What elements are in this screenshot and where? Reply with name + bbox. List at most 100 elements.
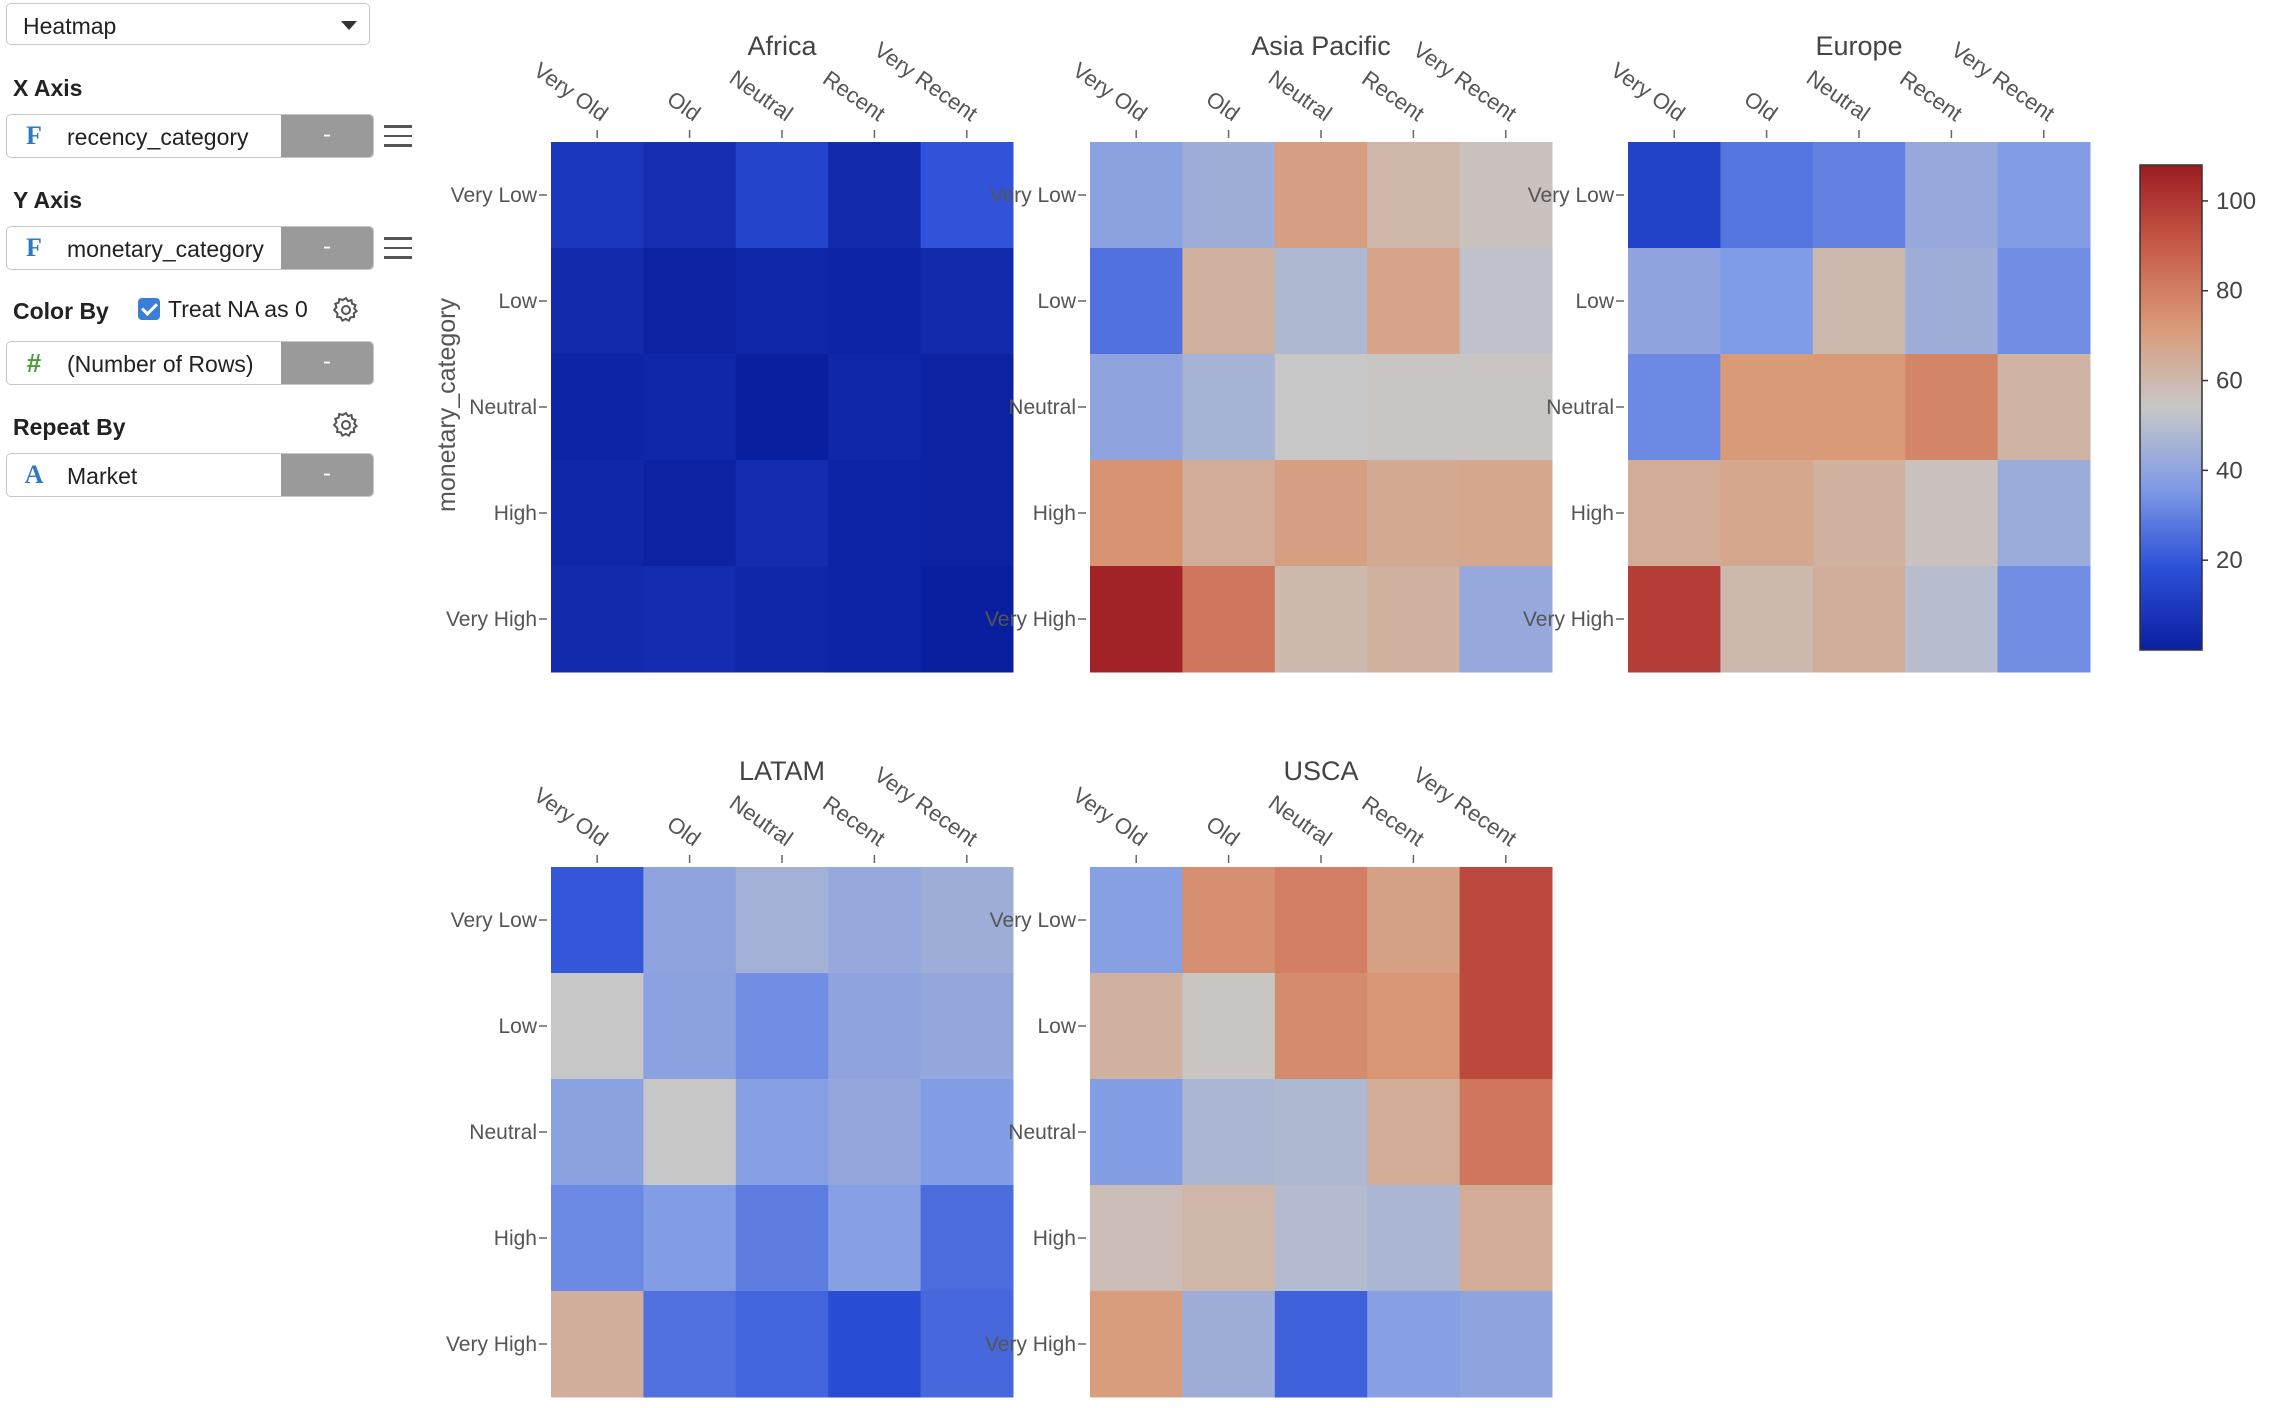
heatmap-cell[interactable] (735, 354, 829, 461)
heatmap-cell[interactable] (1905, 354, 1999, 461)
heatmap-cell[interactable] (1274, 973, 1368, 1080)
remove-repeat-by-button[interactable]: - (281, 454, 373, 496)
heatmap-cell[interactable] (920, 1079, 1014, 1186)
heatmap-cell[interactable] (828, 354, 922, 461)
repeat-by-gear-icon[interactable] (331, 410, 361, 440)
heatmap-cell[interactable] (1367, 142, 1461, 249)
heatmap-cell[interactable] (1182, 973, 1276, 1080)
heatmap-cell[interactable] (1905, 142, 1999, 249)
heatmap-cell[interactable] (551, 566, 644, 673)
heatmap-cell[interactable] (1459, 566, 1553, 673)
heatmap-cell[interactable] (1720, 354, 1814, 461)
heatmap-cell[interactable] (920, 142, 1014, 249)
heatmap-cell[interactable] (1459, 1185, 1553, 1292)
heatmap-cell[interactable] (1459, 248, 1553, 355)
heatmap-cell[interactable] (1812, 460, 1906, 567)
heatmap-cell[interactable] (1274, 354, 1368, 461)
heatmap-cell[interactable] (1459, 867, 1553, 974)
heatmap-cell[interactable] (735, 142, 829, 249)
heatmap-cell[interactable] (551, 1185, 644, 1292)
heatmap-cell[interactable] (828, 460, 922, 567)
heatmap-cell[interactable] (1459, 460, 1553, 567)
heatmap-cell[interactable] (828, 566, 922, 673)
heatmap-cell[interactable] (1997, 248, 2091, 355)
heatmap-cell[interactable] (1090, 973, 1183, 1080)
heatmap-cell[interactable] (1720, 248, 1814, 355)
x-axis-menu-icon[interactable] (384, 125, 412, 147)
heatmap-cell[interactable] (1997, 566, 2091, 673)
heatmap-cell[interactable] (1182, 460, 1276, 567)
heatmap-cell[interactable] (643, 973, 737, 1080)
heatmap-cell[interactable] (920, 566, 1014, 673)
remove-x-axis-button[interactable]: - (281, 115, 373, 157)
heatmap-cell[interactable] (1459, 354, 1553, 461)
heatmap-cell[interactable] (1367, 1079, 1461, 1186)
heatmap-cell[interactable] (828, 1291, 922, 1398)
heatmap-cell[interactable] (1720, 460, 1814, 567)
heatmap-cell[interactable] (1367, 248, 1461, 355)
heatmap-cell[interactable] (1459, 1291, 1553, 1398)
heatmap-cell[interactable] (1459, 1079, 1553, 1186)
x-axis-field-pill[interactable]: F recency_category - (6, 114, 374, 158)
heatmap-cell[interactable] (1182, 1185, 1276, 1292)
heatmap-cell[interactable] (920, 1185, 1014, 1292)
heatmap-cell[interactable] (643, 566, 737, 673)
heatmap-cell[interactable] (1812, 566, 1906, 673)
repeat-by-field-pill[interactable]: A Market - (6, 453, 374, 497)
remove-y-axis-button[interactable]: - (281, 227, 373, 269)
heatmap-cell[interactable] (735, 1079, 829, 1186)
heatmap-cell[interactable] (1628, 354, 1721, 461)
heatmap-cell[interactable] (1367, 566, 1461, 673)
color-by-gear-icon[interactable] (331, 295, 361, 325)
heatmap-cell[interactable] (1459, 142, 1553, 249)
remove-color-by-button[interactable]: - (281, 342, 373, 384)
heatmap-cell[interactable] (735, 1291, 829, 1398)
heatmap-cell[interactable] (1182, 1079, 1276, 1186)
heatmap-cell[interactable] (1090, 248, 1183, 355)
heatmap-cell[interactable] (920, 460, 1014, 567)
y-axis-menu-icon[interactable] (384, 237, 412, 259)
heatmap-cell[interactable] (1720, 142, 1814, 249)
heatmap-cell[interactable] (1090, 142, 1183, 249)
heatmap-cell[interactable] (920, 867, 1014, 974)
heatmap-cell[interactable] (1628, 566, 1721, 673)
heatmap-cell[interactable] (1812, 354, 1906, 461)
heatmap-cell[interactable] (920, 1291, 1014, 1398)
heatmap-cell[interactable] (1367, 1291, 1461, 1398)
heatmap-cell[interactable] (1628, 248, 1721, 355)
heatmap-cell[interactable] (920, 354, 1014, 461)
heatmap-cell[interactable] (828, 142, 922, 249)
heatmap-cell[interactable] (551, 142, 644, 249)
heatmap-cell[interactable] (828, 867, 922, 974)
heatmap-cell[interactable] (643, 354, 737, 461)
heatmap-cell[interactable] (1274, 566, 1368, 673)
heatmap-cell[interactable] (1090, 460, 1183, 567)
y-axis-field-pill[interactable]: F monetary_category - (6, 226, 374, 270)
heatmap-cell[interactable] (1905, 566, 1999, 673)
heatmap-cell[interactable] (1628, 142, 1721, 249)
heatmap-cell[interactable] (1367, 867, 1461, 974)
heatmap-cell[interactable] (1274, 867, 1368, 974)
heatmap-cell[interactable] (735, 460, 829, 567)
heatmap-cell[interactable] (1182, 867, 1276, 974)
heatmap-cell[interactable] (735, 973, 829, 1080)
heatmap-cell[interactable] (1182, 1291, 1276, 1398)
heatmap-cell[interactable] (643, 1185, 737, 1292)
heatmap-cell[interactable] (1274, 1291, 1368, 1398)
color-by-field-pill[interactable]: # (Number of Rows) - (6, 341, 374, 385)
heatmap-cell[interactable] (920, 248, 1014, 355)
heatmap-cell[interactable] (551, 1079, 644, 1186)
heatmap-cell[interactable] (1182, 354, 1276, 461)
heatmap-cell[interactable] (643, 142, 737, 249)
heatmap-cell[interactable] (643, 248, 737, 355)
heatmap-cell[interactable] (1274, 1079, 1368, 1186)
heatmap-cell[interactable] (920, 973, 1014, 1080)
heatmap-cell[interactable] (551, 867, 644, 974)
heatmap-cell[interactable] (551, 973, 644, 1080)
heatmap-cell[interactable] (643, 1291, 737, 1398)
heatmap-cell[interactable] (828, 1079, 922, 1186)
heatmap-cell[interactable] (643, 867, 737, 974)
heatmap-cell[interactable] (1997, 354, 2091, 461)
heatmap-cell[interactable] (1090, 566, 1183, 673)
heatmap-cell[interactable] (1090, 354, 1183, 461)
